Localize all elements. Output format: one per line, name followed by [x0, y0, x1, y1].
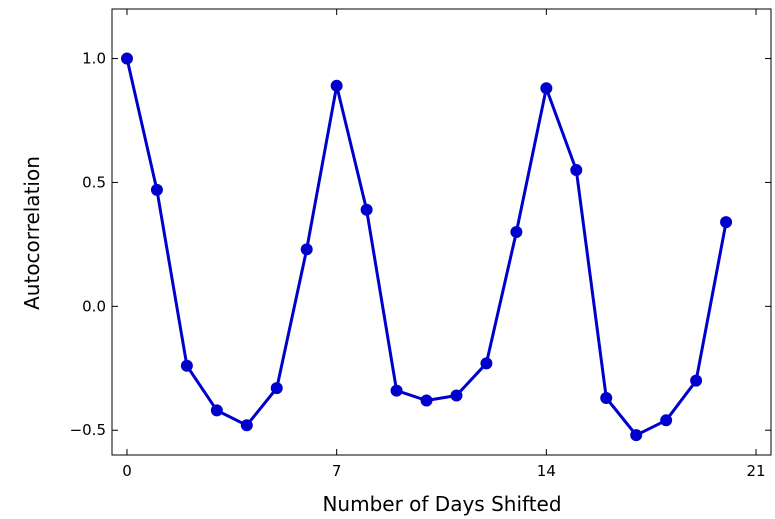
data-point — [330, 79, 343, 92]
data-point — [390, 384, 403, 397]
data-point — [240, 419, 253, 432]
x-axis-label: Number of Days Shifted — [322, 492, 561, 516]
data-point — [270, 382, 283, 395]
data-point — [660, 414, 673, 427]
data-point — [690, 374, 703, 387]
data-point — [420, 394, 433, 407]
y-tick-label: 1.0 — [82, 50, 106, 68]
y-axis-label: Autocorrelation — [20, 156, 44, 310]
x-tick-label: 0 — [122, 462, 132, 480]
data-point — [450, 389, 463, 402]
data-point — [150, 183, 163, 196]
y-tick-label: 0.0 — [82, 297, 106, 315]
y-axis-ticks: −0.5 0.0 0.5 1.0 — [70, 50, 771, 439]
x-tick-label: 21 — [746, 462, 765, 480]
x-tick-label: 7 — [332, 462, 342, 480]
plot-area — [111, 8, 772, 456]
x-axis-ticks: 0 7 14 21 — [122, 9, 766, 480]
data-point — [570, 164, 583, 177]
data-point — [360, 203, 373, 216]
data-point — [540, 82, 553, 95]
data-point — [510, 226, 523, 238]
data-point — [180, 359, 193, 372]
data-point — [300, 243, 313, 256]
data-point — [630, 429, 643, 442]
data-point — [720, 216, 733, 229]
y-tick-label: 0.5 — [82, 173, 106, 191]
series-line — [125, 57, 728, 437]
data-point — [480, 357, 493, 370]
y-tick-label: −0.5 — [70, 421, 106, 439]
data-point — [600, 392, 613, 405]
x-tick-label: 14 — [537, 462, 556, 480]
plot-frame — [111, 8, 772, 456]
data-point — [210, 404, 223, 417]
data-point — [120, 52, 133, 65]
